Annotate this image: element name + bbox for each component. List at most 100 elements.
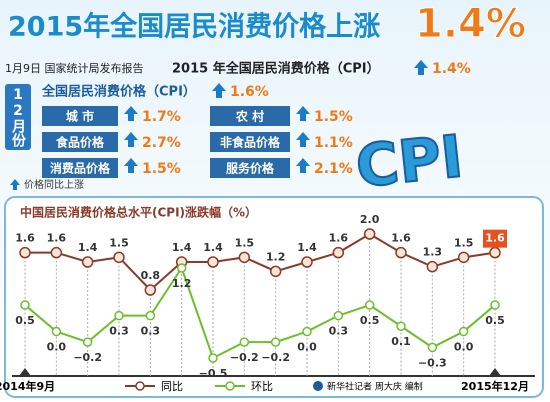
point: [333, 310, 344, 321]
subtitle-value: 1.4%: [432, 61, 471, 77]
data-label: 1.4: [78, 241, 98, 254]
point: [50, 246, 63, 259]
point: [113, 251, 125, 264]
legend-marker: [135, 381, 145, 391]
legend-label: 同比: [161, 380, 183, 393]
up-arrow: [296, 132, 310, 147]
point: [238, 251, 251, 264]
label-highlight: [483, 229, 507, 248]
point: [269, 265, 282, 278]
data-label: 1.6: [485, 232, 505, 245]
data-label: −0.3: [418, 356, 447, 369]
point: [364, 300, 375, 310]
point: [458, 326, 469, 337]
item-label: 服务价格: [226, 161, 275, 176]
point: [427, 342, 438, 353]
series-line: [24, 265, 496, 360]
data-label: 0.0: [47, 341, 67, 354]
point: [363, 228, 376, 240]
subtitle-main: 2015 年全国居民消费价格（CPI）: [172, 61, 380, 77]
up-arrow: [414, 60, 428, 75]
axis-marker: [19, 368, 31, 376]
item-value: 2.7%: [142, 135, 181, 151]
data-label: 1.6: [15, 232, 35, 245]
x-tick-label: 2014年9月: [0, 379, 55, 393]
point: [20, 300, 30, 310]
legend-marker: [225, 381, 235, 391]
item-label: 消费品价格: [50, 161, 111, 176]
subtitle: 1月9日 国家统计局发布报告: [5, 61, 144, 75]
month-box: [5, 84, 31, 150]
data-label: 1.4: [297, 241, 317, 254]
data-label: 1.2: [266, 250, 286, 263]
data-label: 1.4: [172, 241, 192, 254]
item-box: [42, 106, 118, 126]
item-box: [42, 158, 118, 178]
point: [145, 310, 156, 321]
chart-frame: [4, 196, 544, 398]
series-line: [25, 232, 496, 292]
point: [489, 246, 501, 259]
data-label: 1.6: [391, 232, 411, 245]
data-label: 1.3: [423, 246, 443, 259]
up-arrow: [296, 106, 310, 121]
point: [144, 284, 157, 296]
data-label: 0.5: [15, 314, 35, 327]
up-arrow: [124, 106, 138, 121]
point: [239, 337, 250, 347]
point: [457, 251, 470, 264]
item-value: 1.5%: [142, 161, 181, 177]
item-value: 1.7%: [142, 109, 181, 125]
data-label: 0.5: [360, 314, 380, 327]
note: 价格同比上涨: [24, 178, 84, 191]
data-label: 0.3: [329, 325, 349, 338]
point: [396, 321, 406, 331]
point: [395, 246, 407, 259]
data-label: 0.3: [141, 325, 161, 338]
chart: 2014年9月 2015年12月 1.6 1.6 1.4 1.5 0.8 1.4 1.4 1.5 1…: [0, 213, 535, 393]
point: [490, 300, 500, 310]
x-tick-label: 2015年12月: [461, 379, 529, 393]
item-label: 农 村: [235, 109, 264, 124]
axis-marker: [489, 368, 501, 376]
credit-icon: [313, 381, 323, 391]
item-label: 城 市: [66, 109, 94, 124]
point: [176, 263, 187, 273]
data-label: −0.5: [199, 367, 228, 380]
up-arrow: [212, 83, 226, 98]
data-label: 0.0: [454, 341, 474, 354]
data-label: 1.5: [454, 236, 474, 249]
item-value: 2.1%: [314, 161, 353, 177]
point: [82, 337, 93, 347]
legend-label: 环比: [251, 380, 273, 393]
data-label: 0.5: [485, 314, 505, 327]
chart-title: 中国居民消费价格总水平(CPI)涨跌幅（%）: [20, 205, 257, 220]
title: 2015年全国居民消费价格上涨: [8, 11, 380, 43]
item-box: [210, 132, 290, 152]
data-label: 1.4: [203, 241, 223, 254]
point: [81, 256, 94, 268]
month: 12月份: [10, 87, 27, 148]
item-box: [210, 158, 290, 178]
item-label: 非食品价格: [220, 135, 281, 150]
point: [51, 326, 62, 337]
up-arrow: [10, 179, 20, 190]
data-label: 0.1: [391, 335, 411, 348]
logo: CPI: [353, 122, 466, 201]
point: [114, 310, 124, 321]
point: [301, 256, 313, 268]
data-label: 1.5: [109, 236, 129, 249]
point: [302, 326, 312, 337]
item-box: [210, 106, 290, 126]
item-box: [42, 132, 118, 152]
point: [19, 246, 31, 259]
data-label: 0.3: [109, 325, 129, 338]
data-label: 0.0: [297, 341, 317, 354]
point: [207, 256, 219, 268]
credit: 新华社记者 周大庆 编制: [327, 381, 423, 393]
data-label: 1.5: [235, 236, 255, 249]
data-label: 2.0: [360, 213, 380, 226]
data-label: −0.2: [73, 351, 102, 364]
